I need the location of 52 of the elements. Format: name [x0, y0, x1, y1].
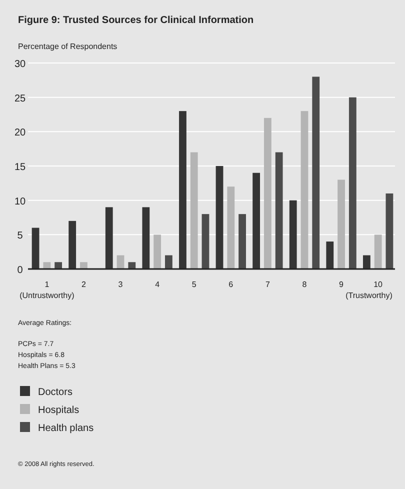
bar [275, 152, 283, 269]
text: (Trustworthy) [346, 291, 393, 300]
legend-label: Health plans [38, 423, 94, 434]
bar [154, 234, 162, 269]
x-tick-label: 3 [118, 280, 124, 289]
bar [202, 214, 210, 269]
y-tick-label: 5 [17, 230, 24, 242]
bar [179, 111, 186, 269]
bar [289, 200, 297, 269]
y-tick-label: 0 [17, 265, 24, 276]
bar [43, 262, 51, 269]
bar [338, 180, 345, 269]
x-tick-label: 9 [339, 280, 344, 289]
x-tick-label: 6 [228, 280, 234, 289]
chart-title: Figure 9: Trusted Sources for Clinical Information [18, 15, 254, 26]
bar [216, 166, 224, 269]
bar [300, 111, 308, 269]
text: (Untrustworthy) [20, 291, 75, 300]
bar [128, 262, 136, 269]
y-tick-label: 15 [14, 162, 26, 173]
y-tick-label: 30 [14, 59, 26, 70]
bar [362, 255, 370, 269]
y-tick-label: 10 [14, 196, 26, 208]
x-tick-label: 4 [155, 280, 160, 289]
x-tick-label: 5 [192, 280, 197, 289]
x-tick-label: 8 [302, 280, 308, 289]
bar [68, 220, 76, 269]
bar [105, 207, 113, 269]
bar [190, 152, 198, 269]
x-tick-label: 1 [44, 280, 50, 289]
bar [164, 255, 172, 269]
bar [326, 242, 334, 269]
bar [374, 234, 382, 269]
bar [80, 262, 88, 269]
bar [32, 228, 40, 269]
x-tick-label: 7 [265, 280, 270, 289]
bar [386, 193, 394, 269]
bar [227, 186, 235, 269]
bar [238, 214, 246, 269]
bar [54, 262, 62, 269]
bar [348, 97, 356, 269]
bar [264, 118, 272, 269]
bar [312, 76, 320, 269]
legend-label: Hospitals [38, 405, 80, 416]
bar [142, 207, 150, 269]
x-tick-label: 10 [374, 280, 384, 289]
y-tick-label: 25 [14, 93, 26, 104]
y-tick-label: 20 [14, 128, 26, 139]
legend-label: Doctors [38, 387, 72, 398]
x-tick-label: 2 [81, 280, 86, 289]
y-axis-title: Percentage of Respondents [18, 42, 118, 51]
bar [252, 172, 260, 269]
